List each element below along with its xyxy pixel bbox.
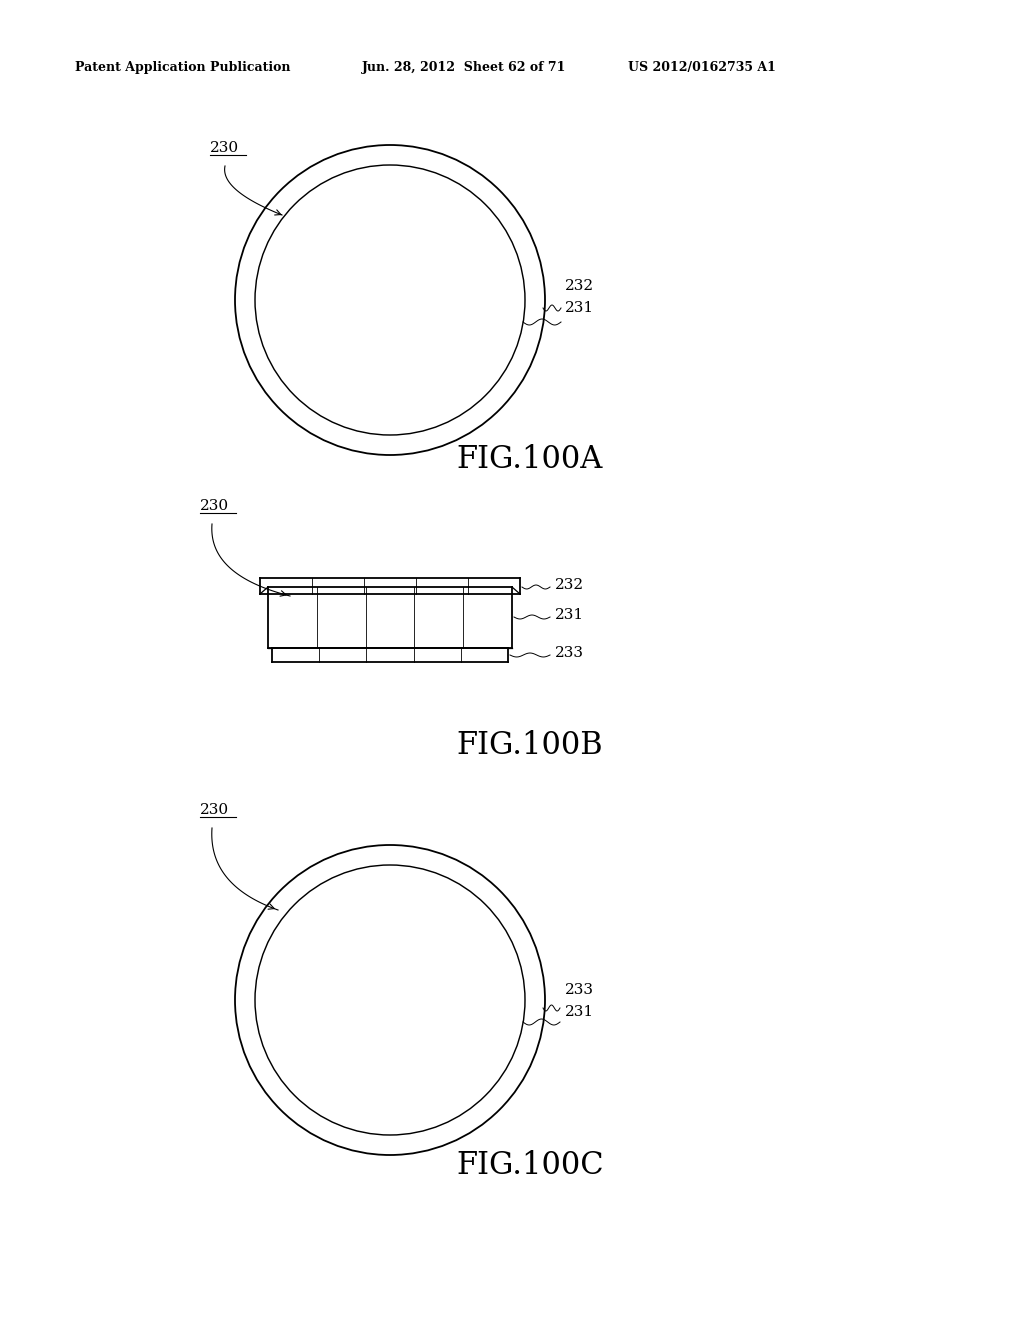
Text: FIG.100B: FIG.100B <box>457 730 603 760</box>
Text: 230: 230 <box>200 803 229 817</box>
Text: 231: 231 <box>565 1005 594 1019</box>
Text: 233: 233 <box>555 645 584 660</box>
Text: Patent Application Publication: Patent Application Publication <box>75 62 291 74</box>
Text: FIG.100A: FIG.100A <box>457 445 603 475</box>
Text: 233: 233 <box>565 983 594 997</box>
Text: Jun. 28, 2012  Sheet 62 of 71: Jun. 28, 2012 Sheet 62 of 71 <box>362 62 566 74</box>
Text: 232: 232 <box>555 578 584 591</box>
Text: 230: 230 <box>210 141 240 154</box>
Text: 232: 232 <box>565 279 594 293</box>
Text: 231: 231 <box>565 301 594 315</box>
Text: FIG.100C: FIG.100C <box>456 1150 604 1180</box>
Text: US 2012/0162735 A1: US 2012/0162735 A1 <box>628 62 776 74</box>
Text: 231: 231 <box>555 609 584 622</box>
Text: 230: 230 <box>200 499 229 513</box>
